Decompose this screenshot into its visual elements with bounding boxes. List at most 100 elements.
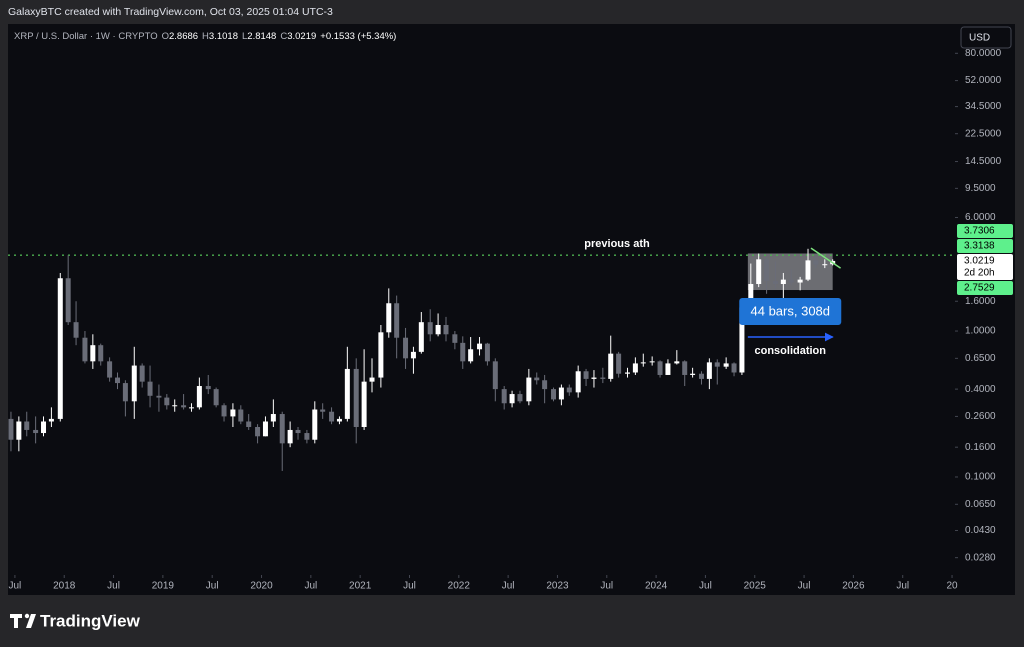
x-tick-label: 2018 bbox=[53, 581, 76, 592]
candle-body bbox=[517, 394, 523, 402]
candle-body bbox=[221, 405, 227, 417]
candle-body bbox=[246, 421, 252, 428]
price-label-sub: 2d 20h bbox=[964, 268, 995, 279]
candle-body bbox=[542, 380, 548, 390]
candle-body bbox=[65, 278, 71, 323]
y-tick-label: 22.5000 bbox=[965, 128, 1002, 139]
candle-body bbox=[780, 279, 786, 285]
ohlc-value: 2.8686 bbox=[169, 31, 198, 42]
candle-body bbox=[336, 418, 342, 422]
y-tick-label: 34.5000 bbox=[965, 101, 1002, 112]
candle-body bbox=[698, 373, 704, 379]
x-tick-label: 20 bbox=[946, 581, 958, 592]
candle-body bbox=[181, 405, 187, 408]
candle-body bbox=[205, 386, 211, 390]
candle-body bbox=[813, 260, 819, 265]
candle-body bbox=[723, 363, 729, 367]
candle-body bbox=[131, 365, 137, 402]
candle-body bbox=[287, 429, 293, 444]
x-tick-label: 2021 bbox=[349, 581, 372, 592]
candle-body bbox=[427, 322, 433, 335]
candle-body bbox=[304, 433, 310, 440]
y-tick-label: 9.5000 bbox=[965, 183, 996, 194]
candle-body bbox=[295, 429, 301, 434]
candle-body bbox=[632, 363, 638, 373]
x-tick-label: 2026 bbox=[842, 581, 865, 592]
y-tick-label: 1.0000 bbox=[965, 326, 996, 337]
price-label: 3.0219 bbox=[964, 256, 995, 267]
price-label-box bbox=[957, 280, 1013, 295]
candle-body bbox=[690, 373, 696, 375]
x-tick-label: Jul bbox=[206, 581, 219, 592]
ath-label: previous ath bbox=[584, 238, 650, 250]
ohlc-value: 2.8148 bbox=[247, 31, 276, 42]
x-tick-label: Jul bbox=[502, 581, 515, 592]
candle-body bbox=[756, 259, 762, 285]
currency: USD bbox=[969, 33, 990, 44]
pane bbox=[8, 24, 1015, 595]
trendline bbox=[810, 247, 841, 269]
y-tick-label: 0.4000 bbox=[965, 384, 996, 395]
candle-body bbox=[460, 342, 466, 362]
x-tick-label: 2025 bbox=[744, 581, 767, 592]
ohlc-key: O bbox=[162, 31, 169, 42]
ohlc-key: H bbox=[202, 31, 209, 42]
y-tick-label: 1.6000 bbox=[965, 296, 996, 307]
candle-body bbox=[73, 322, 79, 338]
candle-body bbox=[16, 421, 22, 440]
candle-body bbox=[452, 334, 458, 343]
attribution: GalaxyBTC created with TradingView.com, … bbox=[8, 6, 333, 18]
candle-body bbox=[156, 395, 162, 398]
candle-body bbox=[418, 322, 424, 352]
x-tick-label: 2019 bbox=[152, 581, 175, 592]
candle-body bbox=[147, 381, 153, 396]
legend: XRP / U.S. Dollar · 1W · CRYPTO O2.8686 H3… bbox=[14, 31, 396, 42]
x-tick-label: Jul bbox=[9, 581, 22, 592]
x-tick-label: 2024 bbox=[645, 581, 668, 592]
candle-body bbox=[526, 377, 532, 402]
candle-body bbox=[98, 345, 104, 362]
candle-body bbox=[640, 362, 646, 364]
candle-body bbox=[551, 389, 557, 400]
price-label-box bbox=[957, 238, 1013, 253]
candle-body bbox=[57, 278, 63, 419]
logo-dot bbox=[24, 613, 30, 619]
y-tick-label: 0.0280 bbox=[965, 552, 996, 563]
candle-body bbox=[706, 362, 712, 379]
currency-button[interactable] bbox=[960, 26, 1012, 49]
candle-body bbox=[805, 260, 811, 280]
candle-body bbox=[403, 337, 409, 359]
logo bbox=[10, 613, 36, 628]
candle-body bbox=[501, 389, 507, 404]
candle-body bbox=[649, 361, 655, 363]
price-label: 2.7529 bbox=[964, 283, 995, 294]
candle-body bbox=[312, 409, 318, 440]
candle-body bbox=[196, 386, 202, 408]
y-tick-label: 0.0650 bbox=[965, 499, 996, 510]
y-tick-label: 14.5000 bbox=[965, 156, 1002, 167]
symbol: XRP / U.S. Dollar · 1W · CRYPTO bbox=[14, 31, 158, 42]
candle-body bbox=[172, 405, 178, 407]
ohlc-value: 3.1018 bbox=[209, 31, 238, 42]
range-box bbox=[747, 253, 833, 291]
candle-body bbox=[575, 371, 581, 393]
candle-body bbox=[600, 377, 606, 379]
x-tick-label: Jul bbox=[600, 581, 613, 592]
candle-body bbox=[748, 284, 754, 308]
candle-body bbox=[410, 351, 416, 359]
candle-body bbox=[213, 389, 219, 406]
candle-body bbox=[378, 332, 384, 378]
candle-body bbox=[279, 414, 285, 444]
price-label: 3.7306 bbox=[964, 226, 995, 237]
ohlc-key: L bbox=[242, 31, 247, 42]
candle-body bbox=[262, 421, 268, 437]
y-tick-label: 0.6500 bbox=[965, 353, 996, 364]
measure-label: 44 bars, 308d bbox=[751, 303, 831, 318]
x-tick-label: Jul bbox=[304, 581, 317, 592]
x-tick-label: Jul bbox=[896, 581, 909, 592]
candle-body bbox=[624, 372, 630, 374]
candle-body bbox=[566, 387, 572, 393]
candle-body bbox=[386, 303, 392, 333]
candle-body bbox=[772, 281, 778, 285]
